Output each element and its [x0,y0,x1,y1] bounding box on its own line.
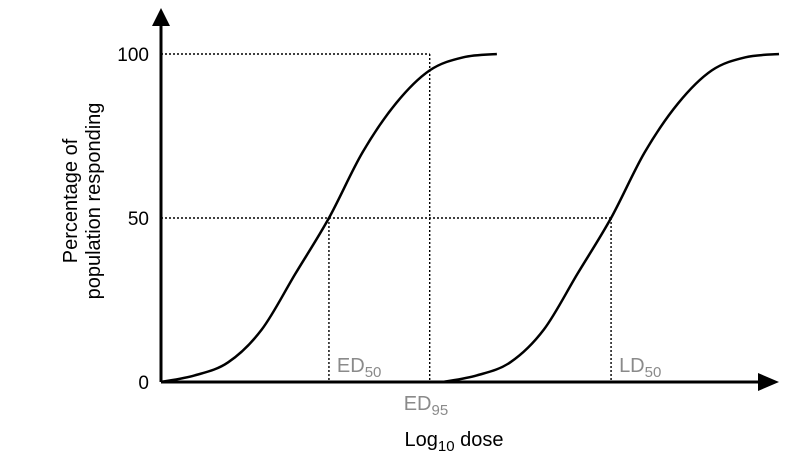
annotation-ed95: ED95 [404,393,448,419]
annotation-ed50: ED50 [337,355,381,381]
x-axis-title: Log10 dose [405,429,504,455]
annotations: ED50 ED95 LD50 [337,355,661,419]
y-tick-label-0: 0 [138,373,149,394]
series-curve-2 [442,52,780,384]
x-axis-arrow-icon [758,373,779,391]
y-axis-arrow-icon [152,8,170,26]
guide-lines [161,53,612,382]
y-tick-label-100: 100 [117,45,149,66]
y-tick-label-50: 50 [128,209,149,230]
y-axis-title: Percentage of population responding [60,103,105,300]
series-curve-1 [160,52,497,384]
annotation-ld50: LD50 [619,355,661,381]
y-tick-labels: 100 50 0 [117,45,149,394]
y-axis-title-line-2: population responding [83,103,105,300]
y-axis-title-line-1: Percentage of [60,138,82,263]
curves [160,52,780,384]
